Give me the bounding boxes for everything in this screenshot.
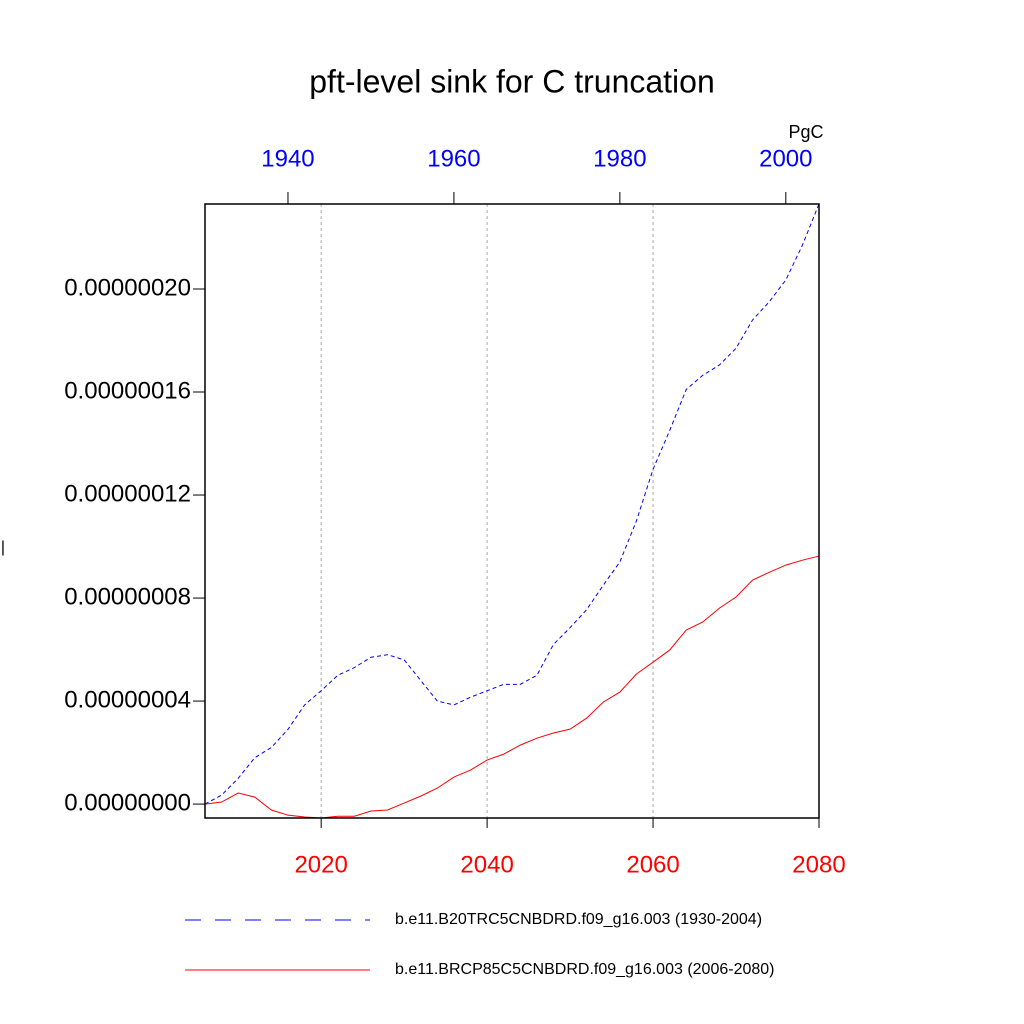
x2-tick-label: 1940 [261, 145, 314, 172]
x-tick-label: 2020 [294, 851, 347, 878]
y-tick-label: 0.00000000 [64, 789, 191, 816]
units-label: PgC [788, 122, 823, 142]
y-tick-label: 0.00000004 [64, 686, 191, 713]
x-tick-label: 2060 [626, 851, 679, 878]
x2-tick-label: 1980 [593, 145, 646, 172]
series-line [204, 555, 820, 819]
chart-title: pft-level sink for C truncation [309, 63, 715, 99]
x-tick-label: 2080 [792, 851, 845, 878]
y-tick-label: 0.00000020 [64, 274, 191, 301]
series-line [204, 203, 820, 805]
x2-tick-label: 1960 [427, 145, 480, 172]
x2-tick-label: 2000 [759, 145, 812, 172]
y-axis-label: | [1, 539, 5, 556]
y-tick-label: 0.00000016 [64, 377, 191, 404]
y-tick-label: 0.00000012 [64, 480, 191, 507]
x-tick-label: 2040 [460, 851, 513, 878]
legend-label: b.e11.B20TRC5CNBDRD.f09_g16.003 (1930-20… [395, 911, 762, 928]
plot-frame [204, 203, 820, 819]
legend-label: b.e11.BRCP85C5CNBDRD.f09_g16.003 (2006-2… [395, 961, 774, 978]
y-tick-label: 0.00000008 [64, 583, 191, 610]
